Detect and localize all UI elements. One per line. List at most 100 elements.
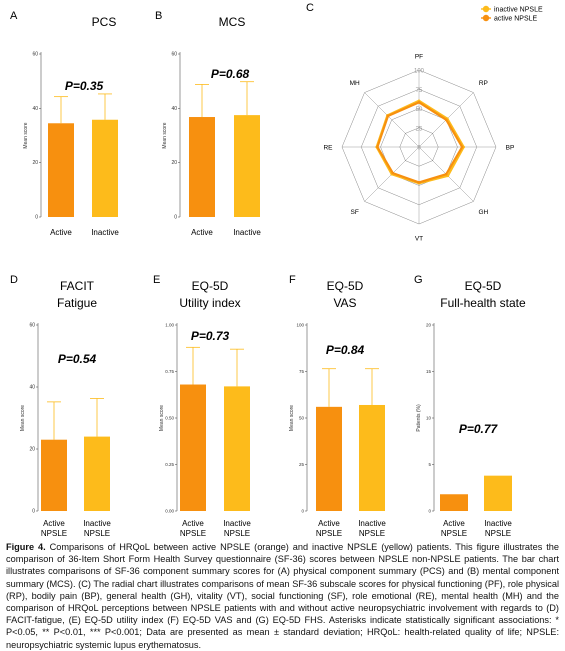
panel-c-point	[444, 172, 448, 176]
panel-c-legend-label: active NPSLE	[494, 16, 538, 23]
panel-d-p-value: P=0.54	[58, 352, 97, 366]
panel-c-point	[391, 171, 395, 175]
panel-c-axis-label-re: RE	[323, 145, 333, 152]
panel-g-y-tick-label: 5	[428, 462, 431, 467]
panel-g-bar-inactive	[484, 475, 512, 511]
panel-c-axis-label-mh: MH	[350, 80, 360, 87]
panel-f-bar-active	[316, 406, 342, 511]
panel-c-point	[446, 174, 450, 178]
panel-c-axis-label-pf: PF	[415, 54, 423, 61]
panel-c-r-tick-label: 75	[416, 88, 423, 94]
panel-a-title: PCS	[92, 15, 117, 29]
panel-e-bar-active	[180, 384, 206, 511]
panel-c-r-tick-label: 25	[416, 126, 423, 132]
panel-b-p-value: P=0.68	[211, 67, 250, 81]
panel-b-x-tick-label: Inactive	[233, 228, 261, 237]
panel-g-title: EQ-5D	[465, 279, 502, 293]
panel-b-bar-active	[189, 117, 215, 217]
panel-c-point	[417, 101, 421, 104]
panel-e-y-tick-label: 1.00	[165, 323, 174, 328]
panel-c-legend-label: inactive NPSLE	[494, 7, 543, 14]
panel-b-y-tick-label: 60	[171, 52, 177, 58]
panel-f-label: F	[289, 274, 296, 286]
panel-b-label: B	[155, 10, 162, 22]
panel-f-title: VAS	[333, 296, 356, 310]
panel-e-p-value: P=0.73	[191, 329, 230, 343]
panel-c-axis-label-sf: SF	[350, 209, 358, 216]
panel-d-y-tick-label: 40	[29, 385, 35, 391]
panel-e-label: E	[153, 274, 160, 286]
panel-g-y-tick-label: 20	[426, 323, 432, 328]
panel-c-axis-label-bp: BP	[506, 145, 515, 152]
panel-g-y-tick-label: 10	[426, 416, 432, 421]
panel-f-x-tick-label: NPSLE	[316, 529, 342, 538]
panel-e-x-tick-label: NPSLE	[224, 529, 250, 538]
panel-e-x-tick-label: Active	[182, 519, 204, 528]
panel-d-label: D	[10, 274, 18, 286]
panel-c-spoke	[364, 92, 420, 148]
panel-a-p-value: P=0.35	[65, 79, 104, 93]
panel-e-y-tick-label: 0.50	[165, 416, 174, 421]
panel-f-y-tick-label: 25	[299, 462, 305, 467]
caption-label: Figure 4.	[6, 542, 46, 552]
panel-d-title: Fatigue	[57, 296, 97, 310]
caption-text: Comparisons of HRQoL between active NPSL…	[6, 542, 559, 650]
panel-b-y-tick-label: 0	[174, 215, 177, 221]
figure-canvas: A PCS 0 20 40 60 Mean score Active Inactive P=0.3…	[10, 2, 543, 538]
panel-f-p-value: P=0.84	[326, 343, 365, 357]
panel-e-title: Utility index	[179, 296, 240, 310]
panel-b-y-tick-label: 40	[171, 106, 177, 112]
panel-a-bar-active	[48, 123, 74, 217]
panel-g-bar-active	[440, 494, 468, 511]
panel-b-title: MCS	[219, 15, 246, 29]
panel-c-point	[376, 145, 379, 149]
panel-g-title: Full-health state	[440, 296, 526, 310]
panel-a-y-axis-label: Mean score	[23, 122, 29, 148]
panel-a-y-tick-label: 60	[32, 52, 38, 58]
panel-g-p-value: P=0.77	[459, 422, 499, 436]
panel-a-bar-inactive	[92, 119, 118, 217]
panel-c-series-active	[376, 101, 464, 184]
panel-g-x-tick-label: Active	[443, 519, 465, 528]
panel-a-y-tick-label: 0	[35, 215, 38, 221]
panel-a-y-tick-label: 20	[32, 160, 38, 166]
panel-d-y-axis-label: Mean score	[20, 405, 26, 431]
panel-c-label: C	[306, 2, 314, 14]
panel-d-bar-inactive	[84, 436, 110, 511]
panel-f-y-tick-label: 50	[299, 416, 305, 421]
panel-c-point	[386, 114, 390, 118]
panel-d-x-tick-label: NPSLE	[84, 529, 110, 538]
panel-c-axis-label-rp: RP	[479, 80, 488, 87]
panel-g-y-tick-label: 15	[426, 369, 432, 374]
panel-b-bar-inactive	[234, 115, 260, 217]
panel-f-x-tick-label: Active	[318, 519, 340, 528]
panel-f-bar-inactive	[359, 404, 385, 511]
panel-e-bar-inactive	[224, 386, 250, 511]
panel-g-x-tick-label: NPSLE	[441, 529, 467, 538]
panel-e-y-axis-label: Mean score	[159, 405, 165, 431]
panel-g-x-tick-label: NPSLE	[485, 529, 511, 538]
panel-e-x-tick-label: NPSLE	[180, 529, 206, 538]
panel-f-y-tick-label: 75	[299, 369, 305, 374]
panel-c-r-tick-label: 100	[414, 69, 425, 75]
panel-b-y-axis-label: Mean score	[162, 122, 168, 148]
panel-e-y-tick-label: 0.00	[165, 509, 174, 514]
panel-c-r-tick-label: 50	[416, 107, 423, 113]
panel-f-x-tick-label: NPSLE	[359, 529, 385, 538]
panel-a-y-tick-label: 40	[32, 106, 38, 112]
panel-g-y-axis-label: Patients (%)	[416, 404, 422, 432]
panel-f-y-tick-label: 0	[301, 509, 304, 514]
panel-d-x-tick-label: Active	[43, 519, 65, 528]
panel-e-x-tick-label: Inactive	[223, 519, 251, 528]
panel-e-y-tick-label: 0.25	[165, 462, 174, 467]
panel-d-title: FACIT	[60, 279, 95, 293]
panel-d-y-tick-label: 60	[29, 323, 35, 329]
panel-b-x-tick-label: Active	[191, 228, 213, 237]
panel-d-y-tick-label: 0	[32, 509, 35, 515]
panel-d-y-tick-label: 20	[29, 447, 35, 453]
panel-f-x-tick-label: Inactive	[358, 519, 386, 528]
panel-d-bar-active	[41, 439, 67, 511]
panel-c-point	[444, 118, 448, 122]
panel-d-x-tick-label: Inactive	[83, 519, 111, 528]
panel-g-label: G	[414, 274, 423, 286]
